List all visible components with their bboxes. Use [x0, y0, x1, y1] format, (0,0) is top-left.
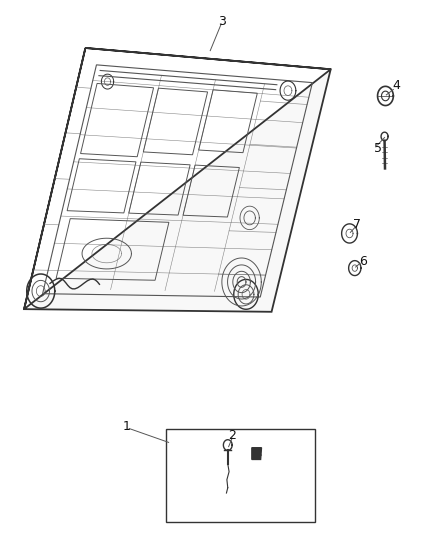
Text: 4: 4 [392, 79, 400, 92]
Text: 5: 5 [374, 142, 381, 155]
Bar [166, 429, 315, 522]
Text: 7: 7 [353, 219, 361, 231]
Text: 3: 3 [218, 15, 226, 28]
Text: 6: 6 [359, 255, 367, 268]
Text: 1: 1 [122, 420, 130, 433]
Text: 2: 2 [228, 429, 236, 442]
Polygon shape [24, 48, 331, 312]
Polygon shape [252, 448, 261, 459]
